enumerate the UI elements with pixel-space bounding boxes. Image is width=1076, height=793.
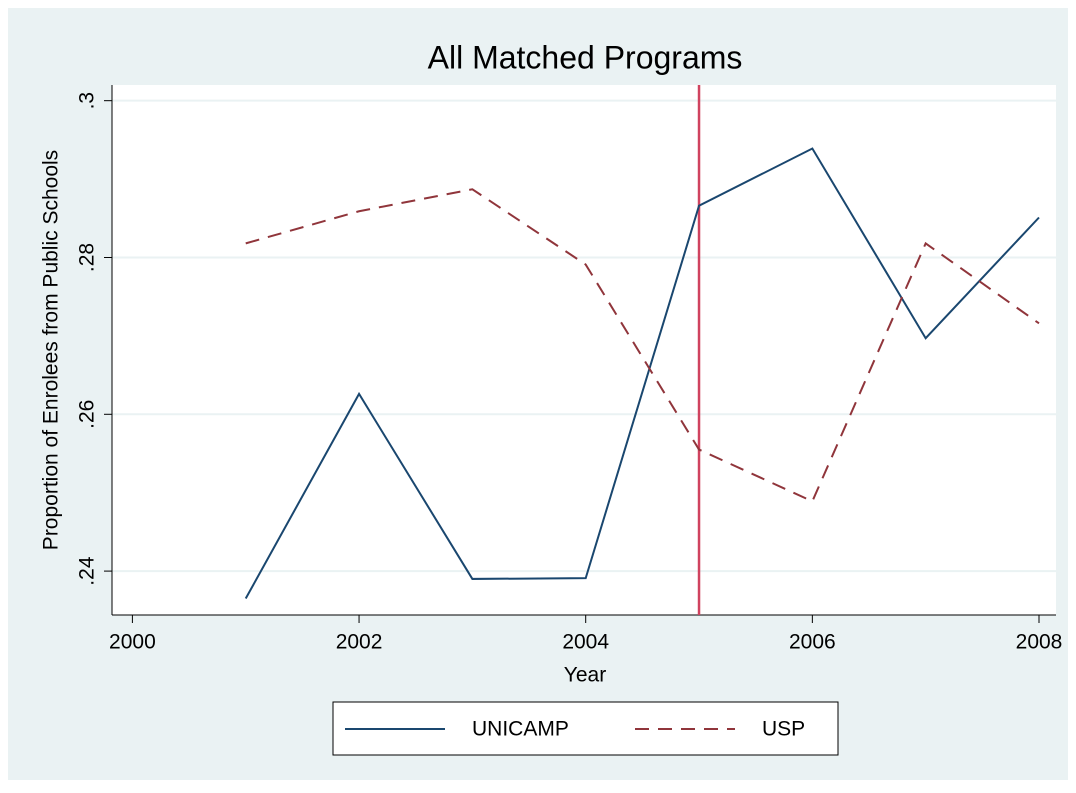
series-line [244, 147, 1040, 600]
legend-label: USP [762, 718, 805, 741]
legend-label: UNICAMP [472, 718, 569, 741]
chart-title: All Matched Programs [428, 39, 743, 75]
y-tick-label: .26 [76, 400, 99, 429]
x-tick-label: 2004 [562, 631, 609, 654]
x-tick-label: 2002 [336, 631, 383, 654]
y-axis-label: Proportion of Enrolees from Public Schoo… [40, 150, 63, 550]
x-axis-label: Year [564, 664, 606, 687]
series-line [245, 188, 1040, 503]
y-tick-label: .28 [76, 243, 99, 272]
y-tick-label: .3 [76, 92, 99, 110]
x-tick-label: 2008 [1016, 631, 1063, 654]
x-tick-label: 2000 [109, 631, 156, 654]
x-tick-label: 2006 [789, 631, 836, 654]
y-tick-label: .24 [76, 556, 99, 586]
plot-region [112, 85, 1056, 615]
